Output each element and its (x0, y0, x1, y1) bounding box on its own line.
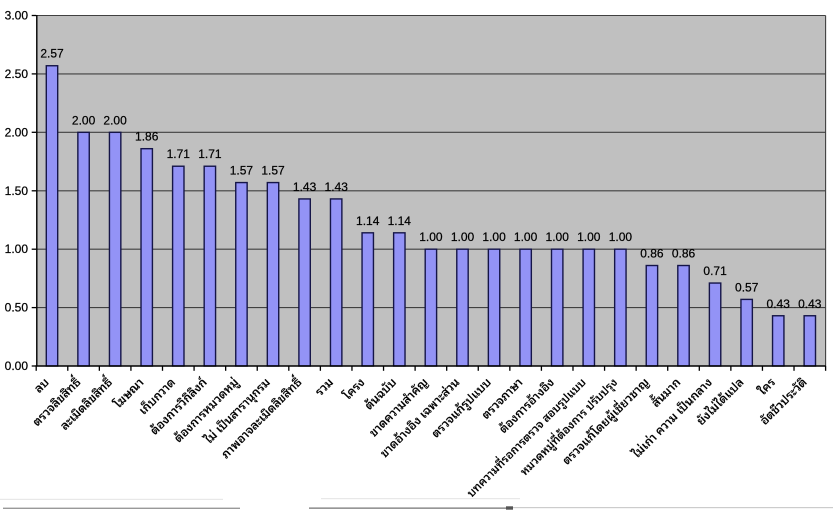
svg-text:1.57: 1.57 (230, 164, 254, 178)
svg-text:2.50: 2.50 (5, 67, 29, 81)
svg-text:2.00: 2.00 (72, 113, 96, 127)
svg-text:2.57: 2.57 (40, 47, 64, 61)
svg-text:1.00: 1.00 (514, 230, 538, 244)
svg-text:0.43: 0.43 (798, 297, 822, 311)
svg-text:1.00: 1.00 (482, 230, 506, 244)
svg-text:3.00: 3.00 (5, 9, 29, 23)
svg-text:0.71: 0.71 (703, 264, 727, 278)
svg-text:1.00: 1.00 (546, 230, 570, 244)
svg-text:1.14: 1.14 (388, 214, 412, 228)
svg-text:1.00: 1.00 (451, 230, 475, 244)
svg-text:1.71: 1.71 (198, 147, 222, 161)
svg-text:1.71: 1.71 (167, 147, 191, 161)
svg-text:0.86: 0.86 (672, 247, 696, 261)
svg-text:0.00: 0.00 (5, 359, 29, 373)
svg-text:1.57: 1.57 (261, 164, 285, 178)
svg-text:1.14: 1.14 (356, 214, 380, 228)
svg-text:1.00: 1.00 (577, 230, 601, 244)
svg-text:1.00: 1.00 (419, 230, 443, 244)
svg-text:2.00: 2.00 (5, 125, 29, 139)
svg-text:1.43: 1.43 (325, 180, 349, 194)
svg-text:1.00: 1.00 (609, 230, 633, 244)
svg-text:2.00: 2.00 (103, 113, 127, 127)
svg-text:1.50: 1.50 (5, 184, 29, 198)
svg-text:1.00: 1.00 (5, 242, 29, 256)
svg-text:0.86: 0.86 (640, 247, 664, 261)
svg-text:0.43: 0.43 (767, 297, 791, 311)
svg-text:0.50: 0.50 (5, 301, 29, 315)
svg-text:0.57: 0.57 (735, 280, 759, 294)
svg-text:1.43: 1.43 (293, 180, 317, 194)
svg-text:1.86: 1.86 (135, 130, 159, 144)
